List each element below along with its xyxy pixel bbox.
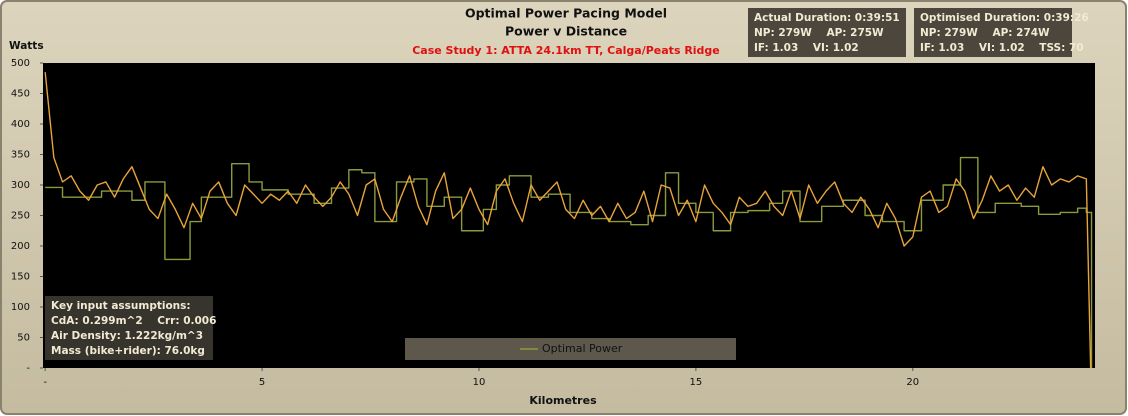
chart-title: Optimal Power Pacing Model xyxy=(465,6,667,21)
power-line xyxy=(44,72,1092,369)
panel-text: CdA: 0.299m^2 Crr: 0.006 xyxy=(51,315,216,327)
chart-subtitle: Power v Distance xyxy=(505,24,627,39)
y-tick-label: 400 xyxy=(11,119,30,130)
panel-text: NP: 279W AP: 274W xyxy=(920,27,1050,39)
assumptions-panel xyxy=(45,296,213,360)
panel-text: NP: 279W AP: 275W xyxy=(754,27,884,39)
legend-label: Optimal Power xyxy=(542,342,623,355)
y-tick-label: 100 xyxy=(11,302,30,313)
y-tick-label: 500 xyxy=(11,58,30,69)
y-tick-label: 50 xyxy=(17,333,30,344)
y-tick-label: - xyxy=(26,363,30,374)
power-line xyxy=(45,156,1093,368)
panel-text: Air Density: 1.222kg/m^3 xyxy=(51,330,203,342)
x-tick-label: 5 xyxy=(259,377,265,388)
y-tick-label: 300 xyxy=(11,180,30,191)
legend-box xyxy=(405,338,736,360)
x-tick-label: 15 xyxy=(690,377,703,388)
panel-text: Key input assumptions: xyxy=(51,300,191,312)
x-tick-label: 20 xyxy=(906,377,919,388)
panel-text: IF: 1.03 VI: 1.02 TSS: 70 xyxy=(920,42,1084,54)
y-axis-label: Watts xyxy=(9,40,44,52)
x-axis-label: Kilometres xyxy=(529,394,597,407)
x-tick-label: 10 xyxy=(473,377,486,388)
panel-text: Mass (bike+rider): 76.0kg xyxy=(51,345,205,357)
annotation: Case Study 1: ATTA 24.1km TT, Calga/Peat… xyxy=(412,44,720,57)
y-tick-label: 450 xyxy=(11,89,30,100)
y-tick-label: 200 xyxy=(11,241,30,252)
panel-text: IF: 1.03 VI: 1.02 xyxy=(754,42,859,54)
actual-panel xyxy=(748,8,906,57)
optimised-panel xyxy=(914,8,1072,57)
x-tick-label: - xyxy=(43,377,47,388)
panel-text: Optimised Duration: 0:39:26 xyxy=(920,12,1089,24)
y-tick-label: 150 xyxy=(11,272,30,283)
y-tick-label: 350 xyxy=(11,150,30,161)
y-tick-label: 250 xyxy=(11,211,30,222)
plot-area xyxy=(43,63,1095,368)
panel-text: Actual Duration: 0:39:51 xyxy=(754,12,900,24)
